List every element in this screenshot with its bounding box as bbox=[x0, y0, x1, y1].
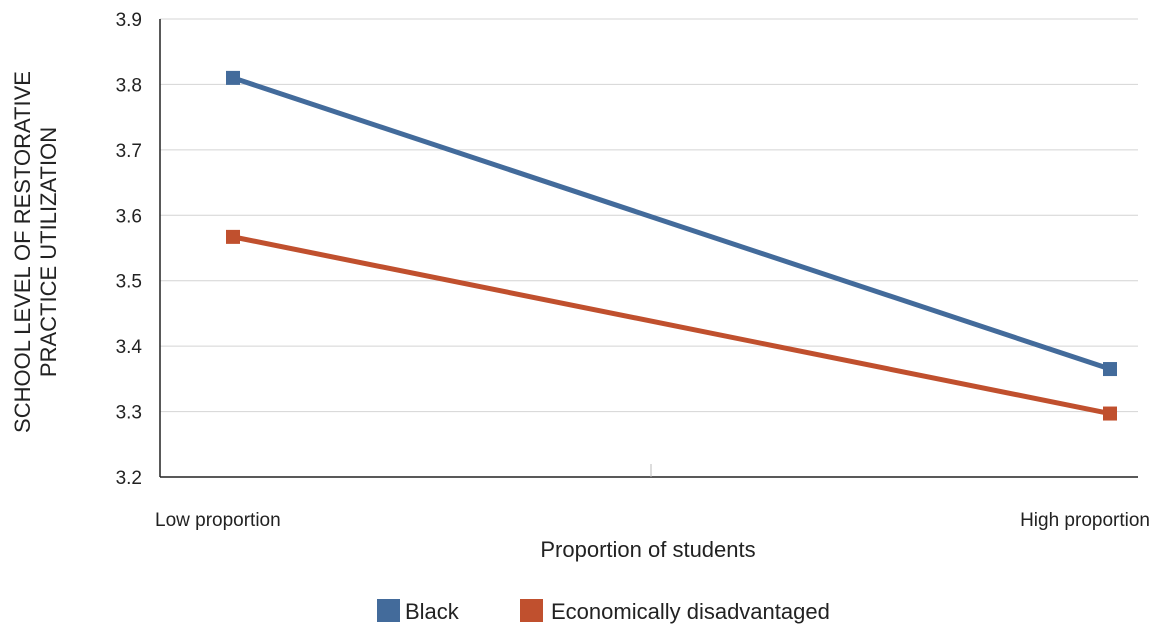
y-tick-label: 3.8 bbox=[116, 75, 142, 96]
y-tick-label: 3.3 bbox=[116, 403, 142, 424]
y-tick-label: 3.6 bbox=[116, 206, 142, 227]
axes bbox=[159, 19, 1138, 478]
y-axis-title-line-2: PRACTICE UTILIZATION bbox=[36, 127, 61, 377]
x-tick-label: Low proportion bbox=[155, 510, 281, 531]
x-tick-labels: Low proportion High proportion bbox=[155, 510, 1150, 531]
series-lines bbox=[226, 70, 1117, 421]
legend: Black Economically disadvantaged bbox=[377, 599, 830, 624]
gridlines bbox=[160, 18, 1138, 413]
x-tick-label: High proportion bbox=[1020, 510, 1150, 531]
y-axis-title-line-1: SCHOOL LEVEL OF RESTORATIVE bbox=[10, 71, 35, 433]
y-tick-labels: 3.2 3.3 3.4 3.5 3.6 3.7 3.8 3.9 bbox=[116, 10, 143, 489]
data-point-marker bbox=[226, 229, 240, 244]
y-tick-label: 3.4 bbox=[116, 337, 143, 358]
y-tick-label: 3.7 bbox=[116, 141, 142, 162]
data-point-marker bbox=[226, 70, 240, 85]
y-tick-label: 3.5 bbox=[116, 272, 142, 293]
y-tick-label: 3.9 bbox=[116, 10, 142, 31]
x-axis-title: Proportion of students bbox=[540, 537, 755, 562]
legend-swatch-black bbox=[377, 599, 400, 622]
y-axis-title: SCHOOL LEVEL OF RESTORATIVE PRACTICE UTI… bbox=[10, 71, 61, 433]
data-point-marker bbox=[1103, 406, 1117, 421]
y-tick-label: 3.2 bbox=[116, 468, 142, 489]
legend-label-economically-disadvantaged: Economically disadvantaged bbox=[551, 599, 830, 624]
legend-label-black: Black bbox=[405, 599, 460, 624]
series-line bbox=[232, 75, 1111, 372]
legend-swatch-economically-disadvantaged bbox=[520, 599, 543, 622]
series-line bbox=[232, 234, 1111, 416]
data-point-marker bbox=[1103, 362, 1117, 377]
